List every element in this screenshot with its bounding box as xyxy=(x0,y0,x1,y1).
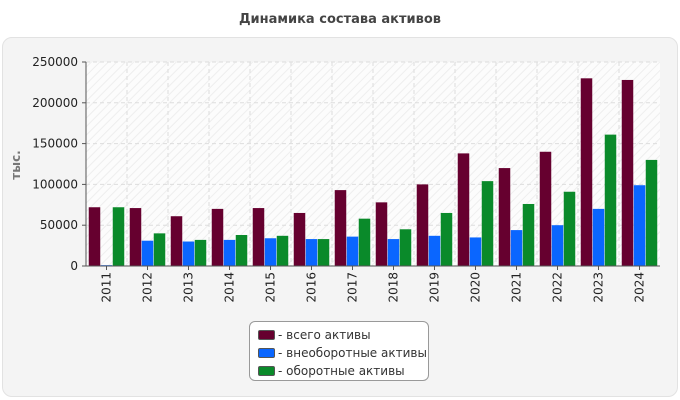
bar-внеоборотные-активы-2013 xyxy=(182,241,195,266)
y-tick-label: 50000 xyxy=(40,218,78,232)
legend-label-current: - оборотные активы xyxy=(278,364,405,378)
bar-всего-активы-2022 xyxy=(539,151,552,266)
bar-оборотные-активы-2013 xyxy=(194,239,207,266)
bar-внеоборотные-активы-2021 xyxy=(510,230,523,266)
x-tick-label: 2019 xyxy=(428,272,442,303)
bar-всего-активы-2012 xyxy=(129,208,142,266)
x-tick-label: 2017 xyxy=(346,272,360,303)
bar-оборотные-активы-2023 xyxy=(604,134,617,266)
bar-оборотные-активы-2019 xyxy=(440,212,453,266)
grid-lines xyxy=(86,61,660,266)
y-tick-label: 200000 xyxy=(32,96,78,110)
x-tick-label: 2012 xyxy=(141,272,155,303)
bar-оборотные-активы-2012 xyxy=(153,233,166,266)
y-tick-label: 100000 xyxy=(32,177,78,191)
bar-всего-активы-2013 xyxy=(170,216,183,266)
bar-оборотные-активы-2024 xyxy=(645,159,658,266)
x-tick-label: 2015 xyxy=(264,272,278,303)
bar-всего-активы-2023 xyxy=(580,78,593,266)
x-tick-label: 2016 xyxy=(305,272,319,303)
x-tick-label: 2022 xyxy=(551,272,565,303)
bar-внеоборотные-активы-2023 xyxy=(592,208,605,266)
legend-swatch-total xyxy=(258,330,275,340)
bar-внеоборотные-активы-2022 xyxy=(551,225,564,266)
bar-оборотные-активы-2022 xyxy=(563,191,576,266)
bar-всего-активы-2014 xyxy=(211,208,224,266)
y-tick-label: 250000 xyxy=(32,55,78,69)
bar-внеоборотные-активы-2014 xyxy=(223,239,236,266)
bar-всего-активы-2020 xyxy=(457,153,470,266)
bar-оборотные-активы-2015 xyxy=(276,235,289,266)
chart-title: Динамика состава активов xyxy=(238,12,442,27)
y-axis-label: тыс. xyxy=(9,150,23,179)
bar-всего-активы-2011 xyxy=(88,207,101,266)
bar-всего-активы-2024 xyxy=(621,79,634,267)
bar-оборотные-активы-2020 xyxy=(481,181,494,266)
bar-внеоборотные-активы-2020 xyxy=(469,237,482,266)
legend-swatch-noncurrent xyxy=(258,348,275,358)
bar-всего-активы-2019 xyxy=(416,184,429,266)
bar-оборотные-активы-2018 xyxy=(399,229,412,266)
x-tick-label: 2020 xyxy=(469,272,483,303)
y-tick-label: 0 xyxy=(70,259,78,273)
bar-внеоборотные-активы-2019 xyxy=(428,235,441,266)
bar-оборотные-активы-2021 xyxy=(522,203,535,266)
bar-внеоборотные-активы-2018 xyxy=(387,239,400,266)
x-tick-label: 2024 xyxy=(633,272,647,303)
bar-всего-активы-2016 xyxy=(293,212,306,266)
bars xyxy=(88,78,658,267)
bar-всего-активы-2015 xyxy=(252,208,265,266)
bar-всего-активы-2017 xyxy=(334,190,347,266)
legend-label-noncurrent: - внеоборотные активы xyxy=(278,346,427,360)
bar-оборотные-активы-2016 xyxy=(317,239,330,266)
tick-labels: 0 50000 100000 150000 200000 250000 2011 2012 20… xyxy=(32,55,646,303)
legend-item-total: - всего активы xyxy=(258,326,428,344)
axes xyxy=(82,61,660,270)
bar-оборотные-активы-2014 xyxy=(235,234,248,266)
legend-item-current: - оборотные активы xyxy=(258,362,428,380)
bar-внеоборотные-активы-2016 xyxy=(305,239,318,266)
legend-label-total: - всего активы xyxy=(278,328,371,342)
bar-всего-активы-2018 xyxy=(375,202,388,266)
bar-внеоборотные-активы-2024 xyxy=(633,185,646,266)
x-tick-label: 2014 xyxy=(223,272,237,303)
bar-оборотные-активы-2017 xyxy=(358,218,371,266)
bar-внеоборотные-активы-2012 xyxy=(141,240,154,266)
x-tick-label: 2021 xyxy=(510,272,524,303)
bar-внеоборотные-активы-2015 xyxy=(264,238,277,266)
x-tick-label: 2018 xyxy=(387,272,401,303)
bar-всего-активы-2021 xyxy=(498,168,511,266)
y-tick-label: 150000 xyxy=(32,137,78,151)
x-tick-label: 2023 xyxy=(592,272,606,303)
x-tick-label: 2011 xyxy=(100,272,114,303)
x-tick-label: 2013 xyxy=(182,272,196,303)
legend-swatch-current xyxy=(258,366,275,376)
bar-оборотные-активы-2011 xyxy=(112,207,125,266)
legend-item-noncurrent: - внеоборотные активы xyxy=(258,344,428,362)
chart-legend: - всего активы - внеоборотные активы - о… xyxy=(249,321,429,381)
bar-внеоборотные-активы-2017 xyxy=(346,236,359,266)
